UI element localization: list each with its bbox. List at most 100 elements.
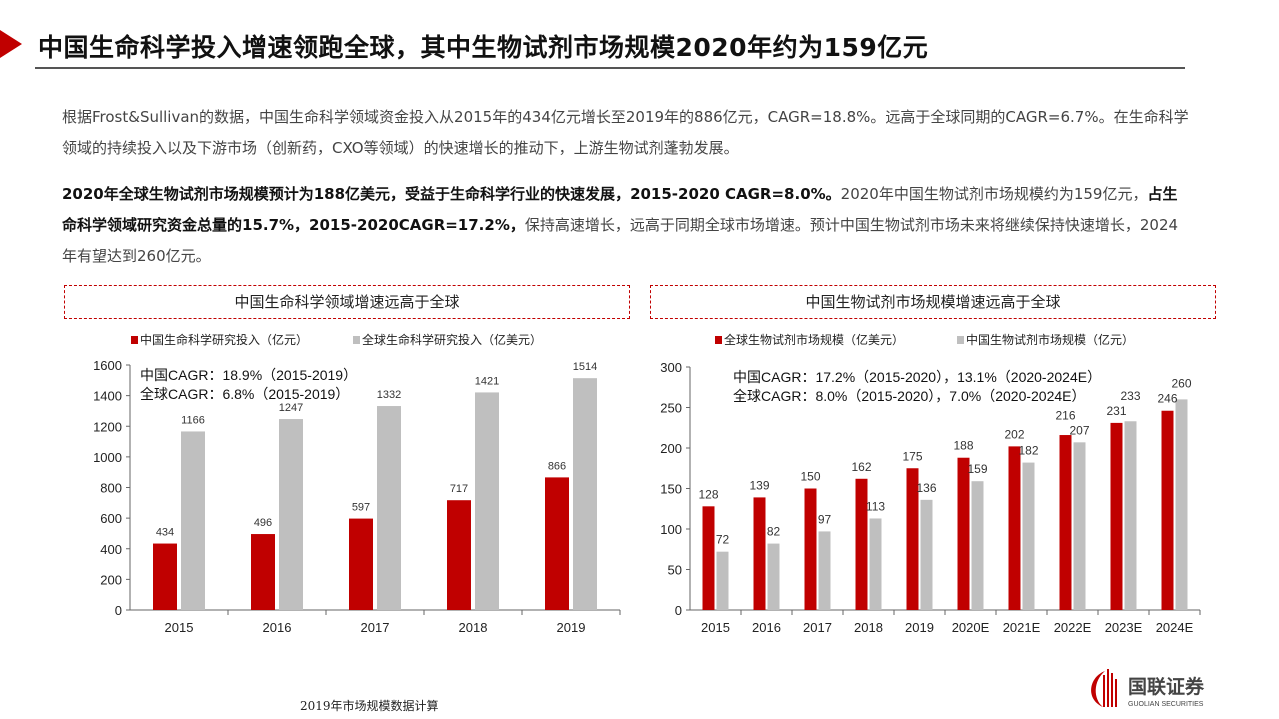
bar-red [957, 457, 970, 610]
paragraph-1: 根据Frost&Sullivan的数据，中国生命科学领域资金投入从2015年的4… [62, 108, 1189, 157]
paragraph-2: 2020年全球生物试剂市场规模预计为188亿美元，受益于生命科学行业的快速发展，… [62, 179, 1192, 272]
data-label: 113 [866, 499, 885, 513]
legend-label: 全球生命科学研究投入（亿美元） [362, 332, 542, 347]
data-label: 1421 [475, 375, 499, 387]
data-label: 260 [1171, 377, 1191, 391]
cagr-annotation: 中国CAGR：18.9%（2015-2019） [140, 367, 357, 383]
y-tick-label: 0 [675, 603, 682, 618]
bar-red [804, 488, 817, 610]
x-tick-label: 2015 [165, 620, 194, 635]
title-marker-icon [0, 30, 22, 58]
legend-label: 中国生命科学研究投入（亿元） [140, 332, 308, 347]
legend-swatch [353, 336, 360, 344]
x-tick-label: 2019 [905, 620, 934, 635]
bar-gray [818, 531, 831, 610]
bar-gray [716, 551, 729, 610]
bar-red [702, 506, 715, 610]
y-tick-label: 50 [668, 563, 682, 578]
y-tick-label: 200 [100, 572, 122, 587]
paragraph-2-segment: 2020年中国生物试剂市场规模约为159亿元， [840, 185, 1148, 203]
data-label: 233 [1120, 389, 1140, 403]
data-label: 159 [967, 462, 987, 476]
x-tick-label: 2016 [263, 620, 292, 635]
cagr-annotation: 全球CAGR：6.8%（2015-2019） [140, 386, 349, 402]
x-tick-label: 2018 [459, 620, 488, 635]
bar-gray [869, 518, 882, 610]
y-tick-label: 100 [660, 522, 682, 537]
data-label: 162 [851, 460, 871, 474]
data-label: 207 [1069, 423, 1089, 437]
paragraph-2-segment: 2020年全球生物试剂市场规模预计为188亿美元，受益于生命科学行业的快速发展，… [62, 185, 841, 203]
data-label: 202 [1004, 427, 1024, 441]
y-tick-label: 1600 [93, 358, 122, 373]
data-label: 1514 [573, 361, 597, 373]
legend-swatch [131, 336, 138, 344]
bar-red [753, 497, 766, 610]
chart-2: 0 50 100 150 200 250 300 2015 128 72 2016 139 82 2017… [660, 332, 1201, 635]
y-tick-label: 300 [660, 360, 682, 375]
bar-gray [1022, 462, 1035, 610]
y-tick-label: 600 [100, 511, 122, 526]
x-tick-label: 2024E [1156, 620, 1194, 635]
bar-gray [377, 406, 401, 610]
data-label: 597 [352, 502, 370, 514]
y-tick-label: 800 [100, 481, 122, 496]
title-divider [35, 67, 1185, 69]
y-tick-label: 150 [660, 482, 682, 497]
y-tick-label: 0 [115, 603, 122, 618]
bar-red [855, 478, 868, 610]
data-label: 1166 [181, 414, 205, 426]
x-tick-label: 2023E [1105, 620, 1143, 635]
cagr-annotation: 全球CAGR：8.0%（2015-2020），7.0%（2020-2024E） [733, 388, 1086, 404]
y-tick-label: 1400 [93, 389, 122, 404]
data-label: 182 [1018, 444, 1038, 458]
page-title: 中国生命科学投入增速领跑全球，其中生物试剂市场规模2020年约为159亿元 [38, 33, 929, 62]
bar-gray [1124, 421, 1137, 610]
bar-red [1059, 435, 1072, 610]
bar-gray [920, 499, 933, 610]
data-label: 136 [916, 481, 936, 495]
paragraph-2-segment: 保持高速增长，远高于同期全球市场增速。预计中国生物试剂市场未来将继续保持快速增长… [62, 216, 1179, 265]
bar-gray [971, 481, 984, 610]
legend-swatch [715, 336, 722, 344]
data-label: 175 [902, 449, 922, 463]
legend-swatch [957, 336, 964, 344]
data-label: 82 [767, 525, 781, 539]
bar-red [153, 543, 177, 610]
legend-label: 中国生物试剂市场规模（亿元） [966, 332, 1134, 347]
data-label: 1247 [279, 402, 303, 414]
y-tick-label: 1000 [93, 450, 122, 465]
data-label: 139 [749, 478, 769, 492]
bar-gray [181, 431, 205, 610]
data-label: 1332 [377, 389, 401, 401]
bar-red [906, 468, 919, 610]
x-tick-label: 2017 [803, 620, 832, 635]
x-tick-label: 2022E [1054, 620, 1092, 635]
footnote: 2019年市场规模数据计算 [300, 699, 439, 713]
bar-red [1008, 446, 1021, 610]
logo-text: 国联证券 [1128, 675, 1205, 698]
data-label: 72 [716, 533, 730, 547]
paragraph-2-segment: 占生命科学领域研究资金总量的15.7%，2015-2020CAGR=17.2%， [62, 185, 1178, 234]
bar-gray [279, 419, 303, 610]
x-tick-label: 2015 [701, 620, 730, 635]
y-tick-label: 400 [100, 542, 122, 557]
bar-red [1161, 410, 1174, 610]
bar-red [251, 534, 275, 610]
bar-red [349, 518, 373, 610]
bar-gray [1073, 442, 1086, 610]
x-tick-label: 2017 [361, 620, 390, 635]
legend-label: 全球生物试剂市场规模（亿美元） [724, 332, 904, 347]
x-tick-label: 2021E [1003, 620, 1041, 635]
bar-gray [767, 543, 780, 610]
x-tick-label: 2019 [557, 620, 586, 635]
data-label: 231 [1106, 404, 1126, 418]
data-label: 216 [1055, 408, 1075, 422]
y-tick-label: 1200 [93, 419, 122, 434]
svg-text:GUOLIAN SECURITIES: GUOLIAN SECURITIES [1128, 701, 1204, 708]
chart-1-title: 中国生命科学领域增速远高于全球 [64, 285, 630, 319]
bar-gray [475, 392, 499, 610]
bar-red [545, 477, 569, 610]
data-label: 717 [450, 483, 468, 495]
y-tick-label: 250 [660, 401, 682, 416]
